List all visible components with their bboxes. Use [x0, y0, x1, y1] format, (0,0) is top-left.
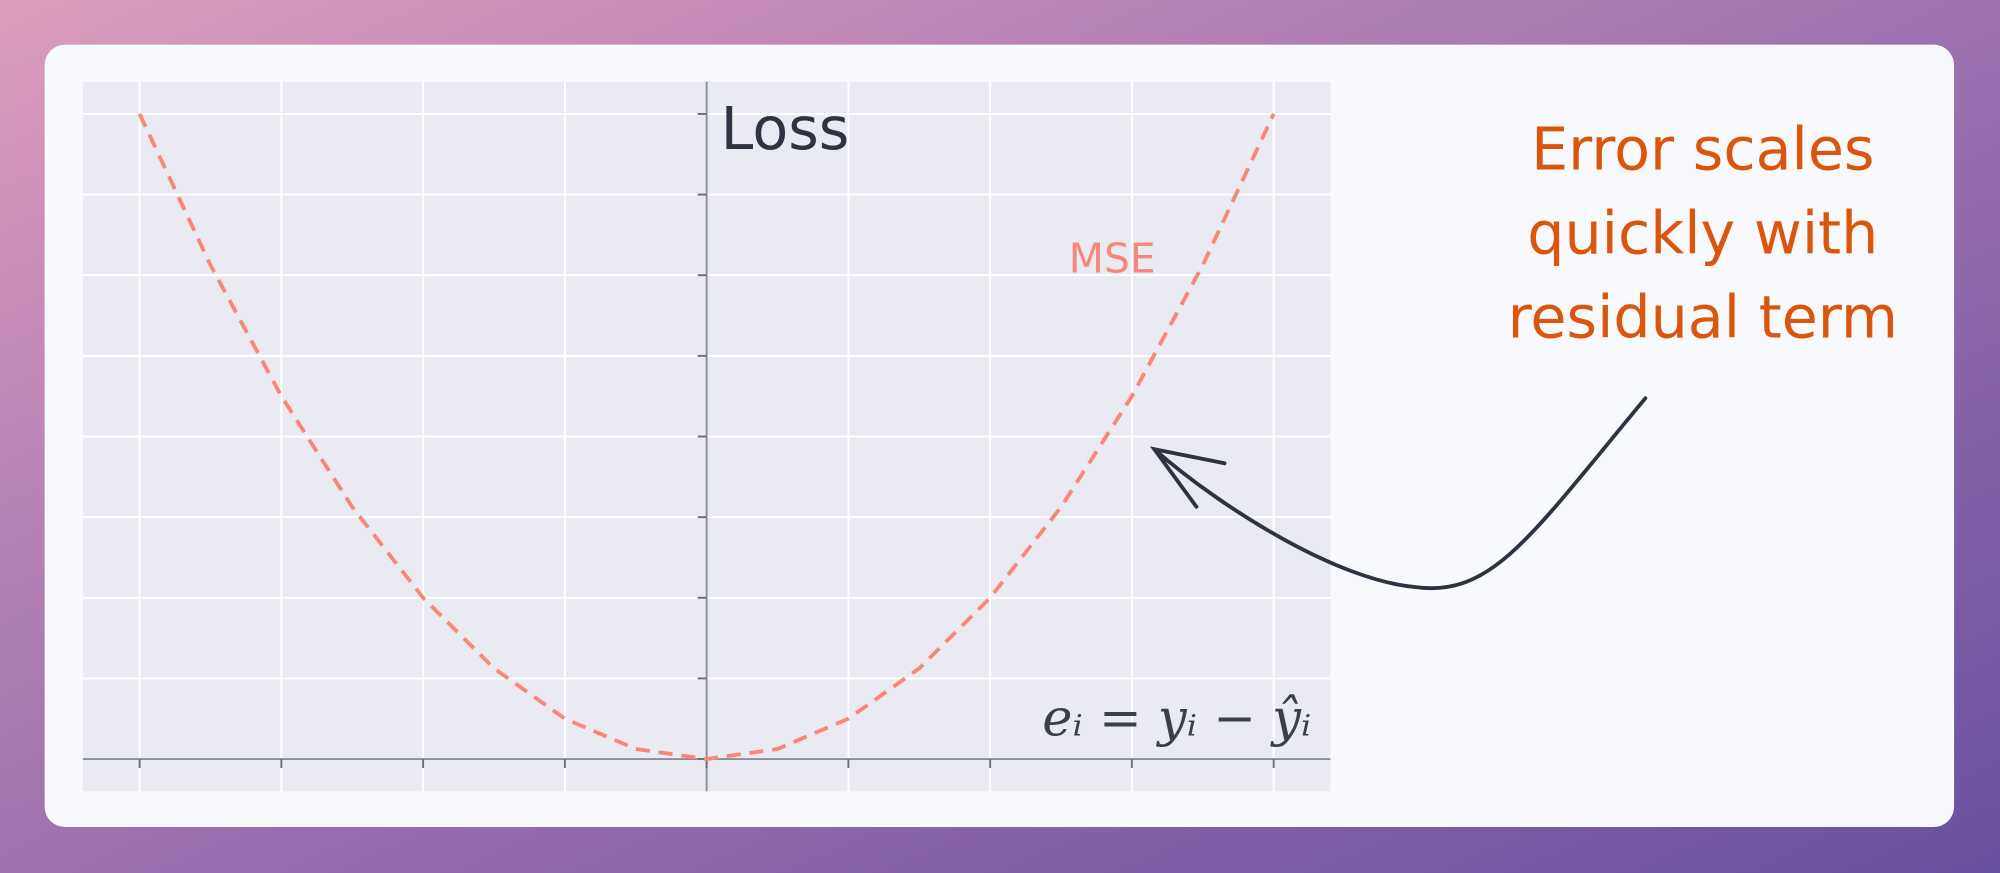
series-label: MSE — [1069, 235, 1156, 283]
y-axis-label: Loss — [721, 95, 850, 163]
annotation-line: quickly with — [1527, 199, 1878, 267]
plot — [82, 81, 1331, 792]
annotation-line: Error scales — [1531, 115, 1874, 183]
line-series — [137, 113, 1276, 761]
x-axis-label: eᵢ = yᵢ − ŷᵢ — [1042, 689, 1311, 748]
annotation: Error scales quickly with residual term — [1508, 115, 1898, 351]
arrow — [1149, 396, 1648, 591]
arrow-head — [1149, 446, 1227, 509]
annotation-line: residual term — [1508, 284, 1898, 352]
arrow-shaft — [1152, 396, 1648, 591]
